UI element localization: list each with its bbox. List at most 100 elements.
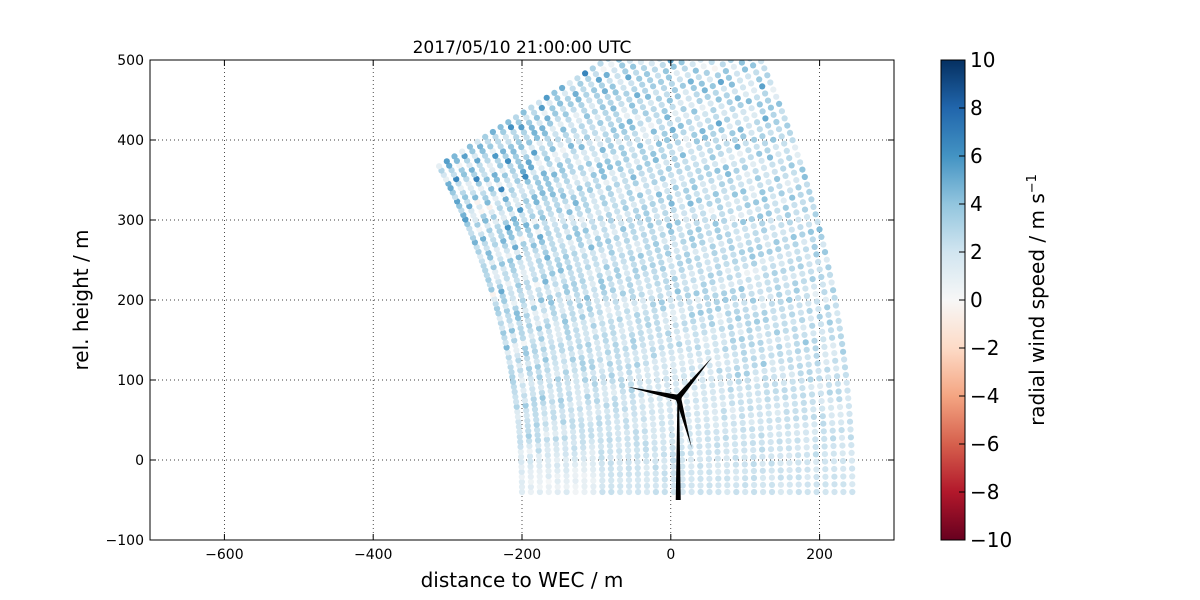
scatter-point xyxy=(561,172,568,179)
scatter-point xyxy=(784,122,791,129)
scatter-point xyxy=(742,140,749,147)
scatter-point xyxy=(684,292,692,299)
scatter-point xyxy=(723,303,731,310)
scatter-point xyxy=(826,319,833,326)
scatter-point xyxy=(477,143,484,150)
scatter-point xyxy=(622,411,629,419)
scatter-point xyxy=(520,340,528,347)
scatter-point xyxy=(704,436,712,443)
scatter-point xyxy=(836,396,843,403)
scatter-point xyxy=(573,291,581,298)
scatter-point xyxy=(748,216,755,223)
scatter-point xyxy=(526,232,534,239)
scatter-point xyxy=(772,388,779,395)
scatter-point xyxy=(822,458,829,465)
scatter-point xyxy=(634,470,642,478)
scatter-point xyxy=(500,128,507,136)
scatter-point xyxy=(652,274,660,281)
scatter-point xyxy=(505,252,512,259)
scatter-point xyxy=(500,265,507,272)
scatter-point xyxy=(750,297,757,304)
scatter-point xyxy=(713,428,720,435)
scatter-point xyxy=(706,307,713,314)
scatter-point xyxy=(661,271,668,279)
scatter-point xyxy=(801,173,808,181)
scatter-point xyxy=(758,432,765,439)
scatter-point xyxy=(526,322,533,329)
scatter-point xyxy=(600,66,607,73)
scatter-point xyxy=(719,61,726,68)
scatter-point xyxy=(723,461,731,469)
scatter-point xyxy=(616,316,623,323)
scatter-point xyxy=(527,327,534,334)
scatter-point xyxy=(818,233,825,240)
scatter-point xyxy=(491,295,498,303)
scatter-point xyxy=(699,239,706,246)
scatter-point xyxy=(735,174,742,181)
scatter-point xyxy=(831,465,838,473)
scatter-point xyxy=(714,227,721,234)
scatter-point xyxy=(668,263,675,270)
scatter-point xyxy=(789,194,796,201)
scatter-point xyxy=(684,405,691,412)
scatter-point xyxy=(759,453,766,460)
scatter-point xyxy=(629,102,636,109)
scatter-point xyxy=(580,319,587,326)
scatter-point xyxy=(711,408,719,415)
scatter-point xyxy=(482,152,489,159)
scatter-point xyxy=(734,95,741,102)
scatter-point xyxy=(832,357,839,364)
y-tick-label: 0 xyxy=(135,453,144,469)
scatter-point xyxy=(628,80,635,87)
scatter-point xyxy=(507,322,514,329)
scatter-point xyxy=(597,356,604,363)
scatter-point xyxy=(625,465,632,472)
scatter-point xyxy=(795,216,802,223)
scatter-point xyxy=(684,165,691,172)
scatter-point xyxy=(516,320,523,327)
scatter-point xyxy=(746,391,753,398)
colorbar-tick-label: −4 xyxy=(970,384,999,408)
scatter-point xyxy=(664,284,671,291)
scatter-point xyxy=(509,378,517,386)
scatter-point xyxy=(697,309,704,316)
scatter-point xyxy=(790,169,798,176)
scatter-point xyxy=(680,313,687,320)
scatter-point xyxy=(643,488,651,496)
scatter-point xyxy=(710,327,717,334)
scatter-point xyxy=(560,352,567,359)
scatter-point xyxy=(805,300,812,307)
scatter-point xyxy=(625,314,632,321)
scatter-point xyxy=(767,79,774,86)
scatter-point xyxy=(840,488,847,496)
scatter-point xyxy=(467,185,474,192)
scatter-point xyxy=(536,325,543,332)
scatter-point xyxy=(777,460,784,467)
scatter-point xyxy=(543,431,550,438)
scatter-point xyxy=(648,402,655,410)
scatter-point xyxy=(615,436,622,443)
scatter-point xyxy=(770,366,777,373)
scatter-point xyxy=(535,286,542,293)
scatter-point xyxy=(721,290,728,297)
scatter-point xyxy=(480,262,487,269)
scatter-point xyxy=(521,302,528,309)
scatter-point xyxy=(589,124,596,131)
scatter-point xyxy=(595,266,602,273)
scatter-point xyxy=(553,446,560,453)
scatter-point xyxy=(810,203,817,210)
scatter-point xyxy=(638,170,645,177)
scatter-point xyxy=(632,207,640,214)
scatter-point xyxy=(795,488,802,496)
scatter-point xyxy=(606,243,614,250)
scatter-point xyxy=(563,467,570,474)
scatter-point xyxy=(602,152,609,159)
scatter-point xyxy=(739,292,747,299)
scatter-point xyxy=(780,313,787,320)
scatter-point xyxy=(625,471,633,478)
scatter-point xyxy=(687,456,695,463)
scatter-point xyxy=(549,240,556,247)
scatter-point xyxy=(493,176,500,183)
scatter-point xyxy=(514,408,521,415)
scatter-point xyxy=(760,360,767,367)
